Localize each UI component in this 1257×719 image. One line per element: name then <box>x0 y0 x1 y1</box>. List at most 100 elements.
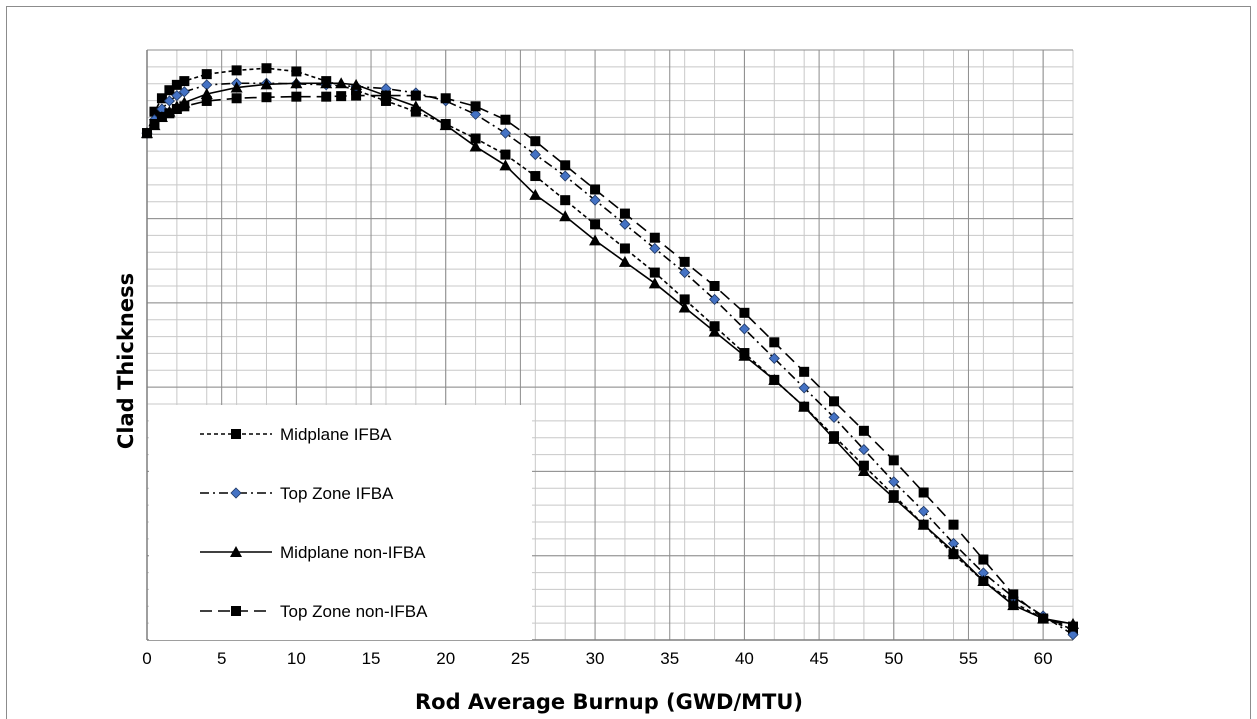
data-point <box>559 170 571 182</box>
data-point <box>768 352 780 364</box>
data-point <box>335 77 348 89</box>
data-point <box>618 255 631 267</box>
data-point <box>231 93 242 104</box>
data-point <box>918 487 929 498</box>
series-top-zone-non-ifba <box>142 90 1078 632</box>
data-point <box>947 545 960 557</box>
legend-label: Midplane non-IFBA <box>280 543 426 562</box>
legend-marker <box>231 429 241 439</box>
data-point <box>470 108 482 120</box>
data-point <box>380 90 391 101</box>
data-point <box>321 91 332 102</box>
data-point <box>164 85 175 96</box>
data-point <box>1067 629 1079 641</box>
data-point <box>201 95 212 106</box>
x-tick-label: 5 <box>217 649 226 668</box>
data-point <box>149 119 160 130</box>
data-point <box>291 66 302 77</box>
data-point <box>708 293 721 305</box>
x-tick-label: 35 <box>660 649 679 668</box>
data-point <box>829 396 840 407</box>
data-point <box>179 101 190 112</box>
data-point <box>336 91 347 102</box>
data-point <box>768 373 781 385</box>
data-point <box>500 149 511 160</box>
data-point <box>917 518 930 530</box>
x-tick-labels: 0 5 10 15 20 25 30 35 40 45 50 55 60 <box>142 649 1052 668</box>
x-tick-label: 45 <box>810 649 829 668</box>
x-tick-label: 40 <box>735 649 754 668</box>
data-point <box>500 114 511 125</box>
data-point <box>171 79 182 90</box>
data-point <box>290 77 303 89</box>
data-point <box>590 184 601 195</box>
data-point <box>619 208 630 219</box>
data-point <box>320 77 333 89</box>
legend-label: Top Zone non-IFBA <box>280 602 428 621</box>
data-point <box>589 194 601 206</box>
x-tick-label: 30 <box>586 649 605 668</box>
data-point <box>1068 621 1078 632</box>
data-point <box>679 267 691 279</box>
data-point <box>887 491 900 503</box>
legend-item: Top Zone IFBA <box>200 484 394 503</box>
x-tick-label: 25 <box>511 649 530 668</box>
x-tick-label: 60 <box>1034 649 1053 668</box>
data-point <box>858 444 870 456</box>
x-tick-label: 20 <box>436 649 455 668</box>
data-point <box>589 234 602 246</box>
x-tick-label: 55 <box>959 649 978 668</box>
data-point <box>798 400 811 412</box>
x-axis-title: Rod Average Burnup (GWD/MTU) <box>415 690 803 714</box>
data-point <box>439 119 452 131</box>
data-point <box>530 171 541 182</box>
data-point <box>678 301 691 313</box>
legend-item: Top Zone non-IFBA <box>200 602 428 621</box>
data-point <box>410 90 421 101</box>
data-point <box>409 100 422 112</box>
data-point <box>350 78 363 90</box>
x-tick-label: 15 <box>362 649 381 668</box>
data-point <box>709 281 720 291</box>
data-point <box>1007 599 1020 611</box>
legend-box <box>149 405 532 640</box>
data-point <box>560 160 571 171</box>
legend-marker <box>231 606 241 616</box>
series-layer <box>141 63 1079 641</box>
x-tick-label: 10 <box>287 649 306 668</box>
data-point <box>977 575 990 586</box>
data-point <box>171 104 182 114</box>
data-point <box>529 149 541 161</box>
data-point <box>156 93 167 104</box>
data-point <box>708 325 721 337</box>
data-point <box>619 243 630 254</box>
data-point <box>440 93 451 104</box>
data-point <box>828 411 840 423</box>
data-point <box>231 65 242 76</box>
legend-marker <box>230 546 242 557</box>
data-point <box>529 188 542 200</box>
data-point <box>888 476 900 488</box>
data-point <box>291 91 302 102</box>
data-point <box>470 133 481 144</box>
data-point <box>142 128 152 139</box>
data-point <box>739 307 750 318</box>
y-axis-title: Clad Thickness <box>114 273 138 449</box>
data-point <box>559 210 572 222</box>
data-point <box>179 76 190 87</box>
data-point <box>619 218 631 230</box>
data-point <box>769 337 780 348</box>
data-point <box>201 69 212 80</box>
data-point <box>156 112 167 123</box>
data-point <box>799 366 810 377</box>
data-point <box>149 106 160 117</box>
data-point <box>679 294 690 305</box>
data-point <box>164 108 175 119</box>
data-point <box>679 256 690 267</box>
data-point <box>648 277 661 289</box>
data-point <box>590 219 601 230</box>
legend-item: Midplane non-IFBA <box>200 543 426 562</box>
data-point <box>230 81 243 93</box>
legend-label: Top Zone IFBA <box>280 484 394 503</box>
data-point <box>470 101 481 112</box>
